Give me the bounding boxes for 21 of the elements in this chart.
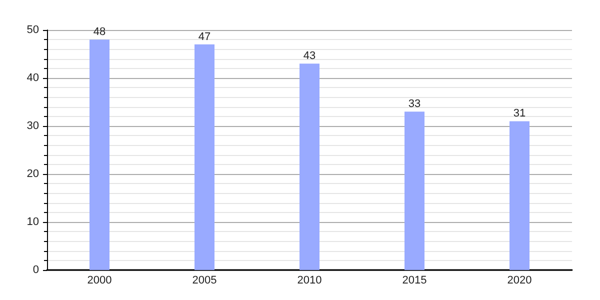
data-label: 47 <box>198 30 211 43</box>
bar <box>404 112 424 270</box>
x-tick-label: 2010 <box>297 274 322 286</box>
y-tick-label: 50 <box>26 24 39 36</box>
data-label: 48 <box>93 26 106 38</box>
x-tick-label: 2015 <box>402 274 427 286</box>
data-label: 31 <box>513 108 526 120</box>
y-tick-label: 0 <box>32 264 39 276</box>
data-label: 33 <box>408 98 421 110</box>
y-tick-label: 30 <box>26 120 39 132</box>
x-tick-label: 2020 <box>507 274 532 286</box>
x-tick-label: 2000 <box>87 274 112 286</box>
bar <box>90 40 110 270</box>
data-label: 43 <box>303 50 316 62</box>
y-tick-label: 40 <box>26 72 39 84</box>
y-tick-label: 10 <box>26 216 39 228</box>
bar <box>194 44 214 270</box>
y-tick-label: 20 <box>26 168 39 180</box>
bar <box>300 64 320 270</box>
bar <box>510 121 530 270</box>
x-tick-label: 2005 <box>192 274 217 286</box>
